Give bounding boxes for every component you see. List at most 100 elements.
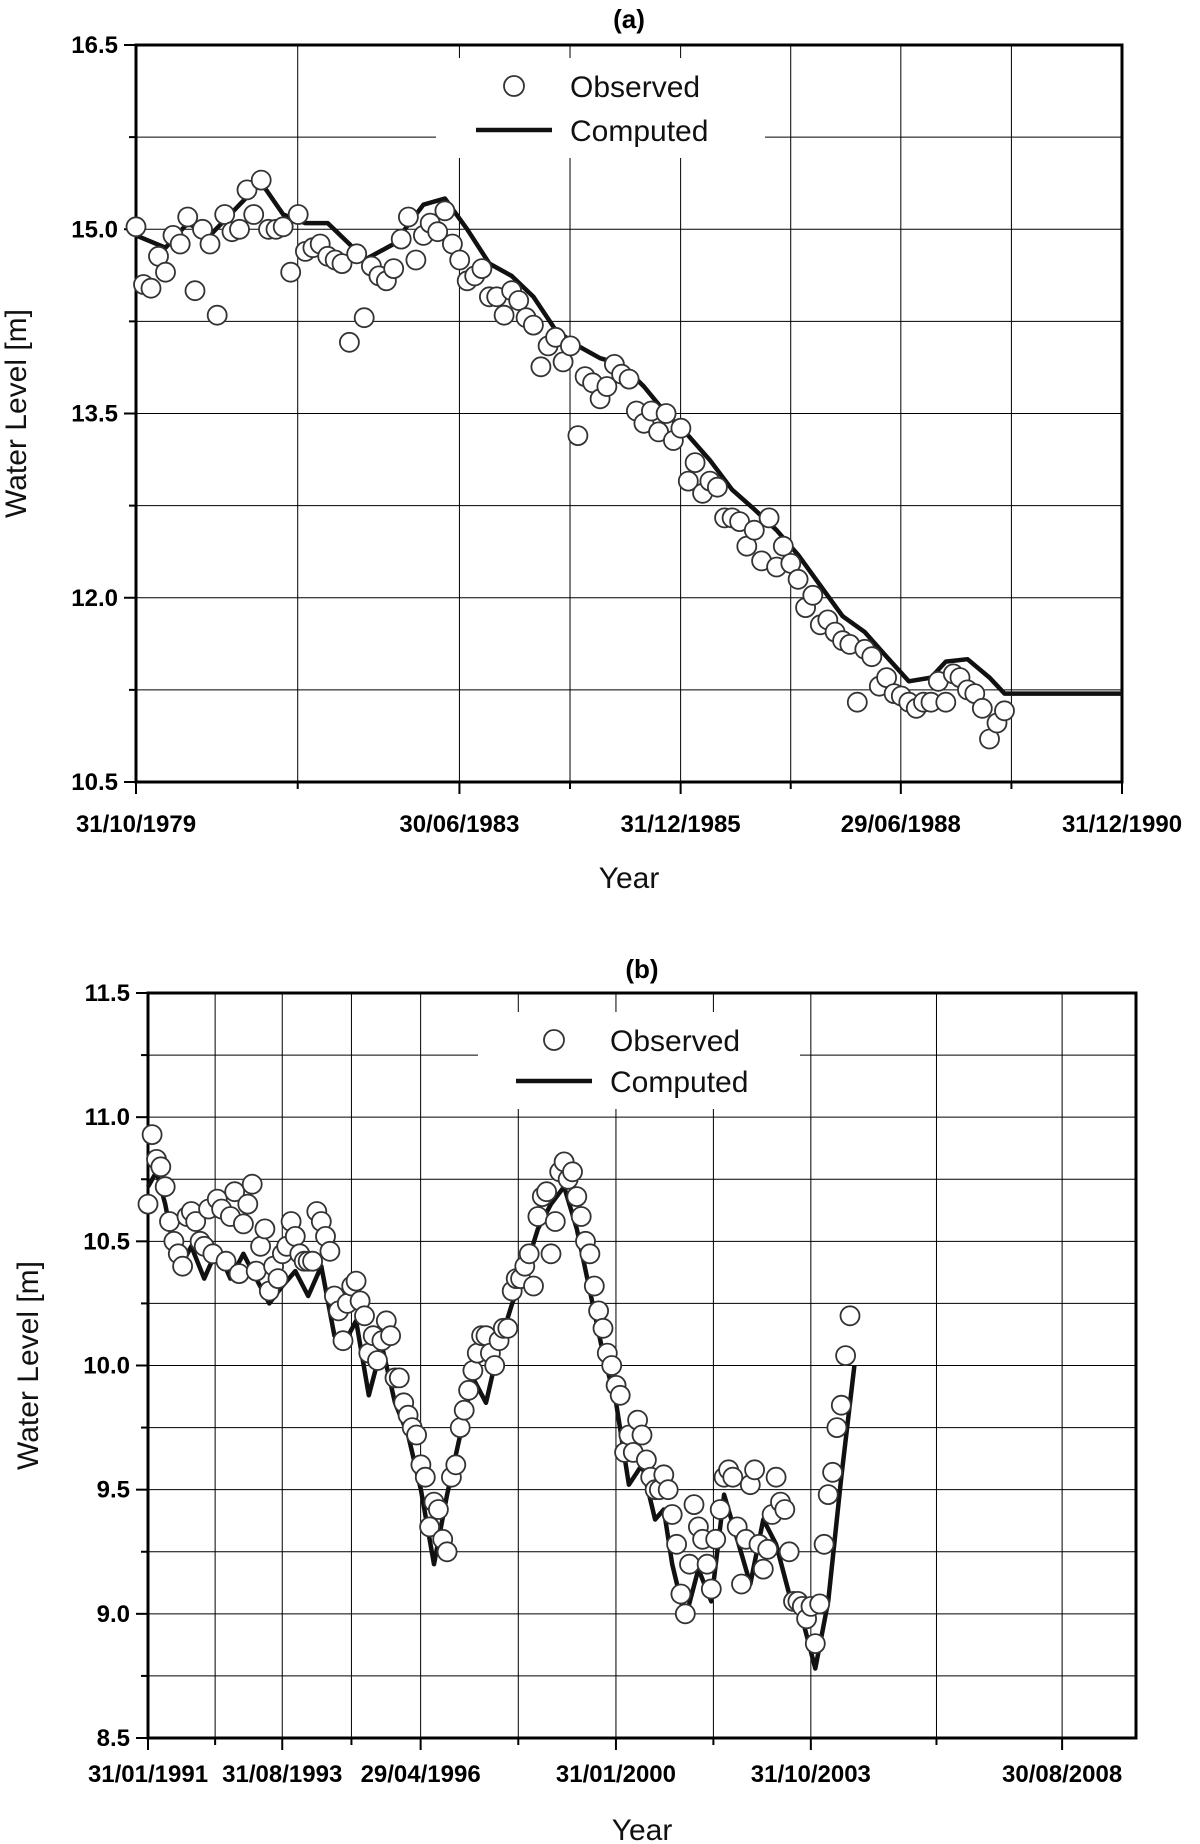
data-point (383, 258, 405, 280)
data-point (802, 584, 824, 606)
data-point (544, 1211, 566, 1232)
data-point (523, 1275, 544, 1297)
data-point (971, 697, 993, 719)
data-point (722, 1466, 744, 1488)
x-tick-label: 29/04/1996 (361, 1761, 481, 1788)
x-tick-label: 30/08/2008 (1002, 1761, 1122, 1788)
data-point (684, 452, 706, 474)
y-axis-label: Water Level [m] (12, 1261, 45, 1470)
data-point (677, 470, 699, 492)
legend-label-observed: Observed (570, 71, 700, 104)
data-point (570, 1206, 592, 1227)
data-point (493, 304, 515, 326)
data-point (601, 1355, 623, 1376)
data-point (765, 1466, 787, 1488)
series-line-computed (135, 180, 1122, 696)
data-point (427, 1499, 449, 1520)
data-point (125, 216, 147, 238)
data-point (155, 261, 176, 283)
data-point (224, 1181, 246, 1203)
data-point (758, 507, 780, 529)
data-point (228, 1263, 250, 1284)
data-point (566, 1186, 588, 1207)
data-point (592, 1317, 614, 1339)
data-point (752, 1558, 774, 1580)
data-point (817, 1484, 839, 1505)
data-point (743, 519, 765, 541)
data-point (229, 218, 250, 240)
data-point (757, 1538, 779, 1560)
data-point (159, 1211, 180, 1232)
data-point (822, 1461, 843, 1483)
data-point (254, 1218, 276, 1240)
data-point (137, 1193, 159, 1215)
data-point (345, 1270, 367, 1292)
data-point (199, 233, 221, 255)
data-point (215, 1250, 237, 1272)
data-point (302, 1250, 324, 1272)
y-tick-label: 12.0 (71, 585, 118, 612)
data-point (683, 1494, 705, 1515)
x-tick-label: 31/01/1991 (88, 1761, 208, 1788)
legend: Observed Computed (436, 58, 765, 158)
data-point (839, 1305, 861, 1327)
data-point (141, 1124, 163, 1145)
data-point (536, 1181, 557, 1203)
data-point (813, 1533, 835, 1555)
chart-panel-a: 10.5 12.0 13.5 15.0 16.5 31/10/1979 30/06/1983… (0, 4, 1182, 895)
data-point (497, 1317, 519, 1339)
data-point (405, 249, 427, 271)
data-point (367, 1350, 388, 1371)
chart-title: (b) (625, 954, 658, 984)
y-tick-label: 10.5 (83, 1228, 130, 1255)
data-point (636, 1449, 657, 1471)
data-point (236, 179, 258, 201)
data-point (140, 277, 162, 299)
data-point (354, 1305, 375, 1327)
data-point (338, 331, 360, 353)
x-tick-label: 31/08/1993 (222, 1761, 342, 1788)
data-point (206, 304, 228, 326)
legend: Observed Computed (478, 1012, 800, 1109)
y-tick-label: 15.0 (71, 216, 118, 243)
data-point (241, 1173, 263, 1195)
data-point (560, 335, 581, 357)
data-point (666, 1533, 687, 1555)
data-point (518, 1243, 540, 1265)
data-point (458, 1379, 480, 1401)
x-tick-label: 31/10/2003 (751, 1761, 871, 1788)
y-tick-label: 8.5 (97, 1725, 130, 1752)
data-point (427, 221, 449, 243)
data-point (670, 417, 692, 439)
legend-label-observed: Observed (610, 1025, 740, 1058)
data-point (214, 204, 236, 225)
chart-title: (a) (613, 4, 645, 34)
data-point (772, 535, 794, 557)
legend-marker-observed (543, 1029, 565, 1051)
data-point (434, 200, 456, 222)
data-point (232, 1213, 254, 1235)
chart-panel-b: 8.5 9.0 9.5 10.0 10.5 11.0 11.5 31/01/1991 31/08… (12, 954, 1138, 1844)
data-point (655, 403, 677, 424)
data-point (830, 1394, 852, 1416)
data-point (250, 1235, 272, 1257)
data-point (540, 1243, 562, 1265)
data-point (445, 1454, 467, 1476)
data-point (353, 307, 375, 329)
data-point (453, 1399, 475, 1421)
data-point (631, 1424, 653, 1446)
data-point (596, 376, 618, 397)
data-point (250, 169, 272, 191)
data-point (696, 1553, 718, 1575)
y-tick-label: 11.5 (85, 980, 130, 1007)
data-point (826, 1417, 848, 1438)
data-point (670, 1583, 692, 1605)
x-axis-label: Year (612, 1814, 673, 1844)
x-axis-label: Year (599, 862, 660, 895)
data-point (414, 1466, 436, 1488)
data-point (527, 1206, 549, 1227)
data-point (583, 1275, 605, 1297)
data-point (579, 1243, 601, 1265)
x-tick-label: 29/06/1988 (841, 811, 961, 838)
